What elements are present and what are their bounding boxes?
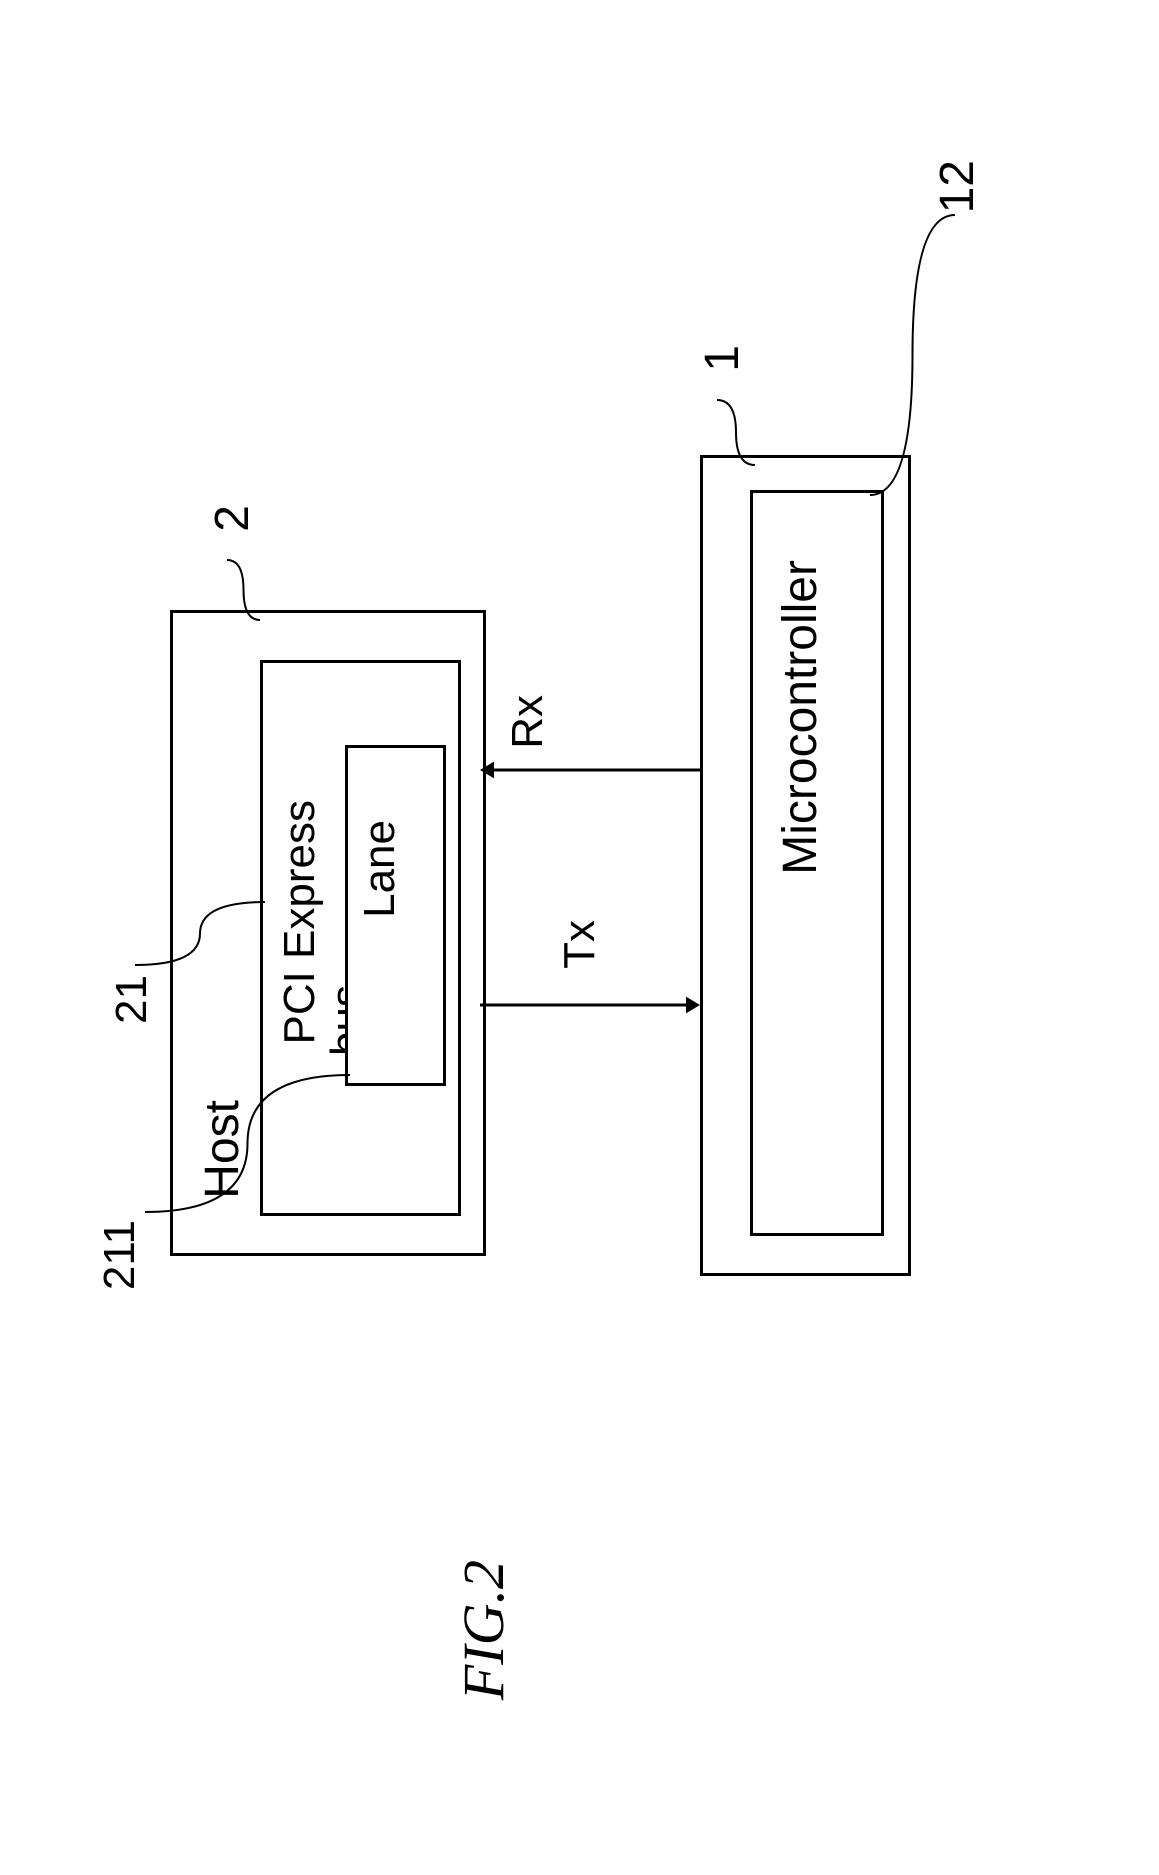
pci-label-1: PCI Express <box>275 800 325 1045</box>
lane-label: Lane <box>355 820 405 918</box>
ref-host: 2 <box>205 505 260 532</box>
figure-caption: FIG.2 <box>450 1560 517 1700</box>
tx-label: Tx <box>555 920 605 969</box>
ref-pci: 21 <box>107 975 157 1024</box>
ref-device: 1 <box>695 345 750 372</box>
rx-label: Rx <box>503 695 553 749</box>
ref-lane: 211 <box>95 1220 145 1290</box>
mcu-label: Microcontroller <box>773 560 828 875</box>
host-title: Host <box>195 1100 250 1199</box>
ref-mcu: 12 <box>930 160 985 213</box>
